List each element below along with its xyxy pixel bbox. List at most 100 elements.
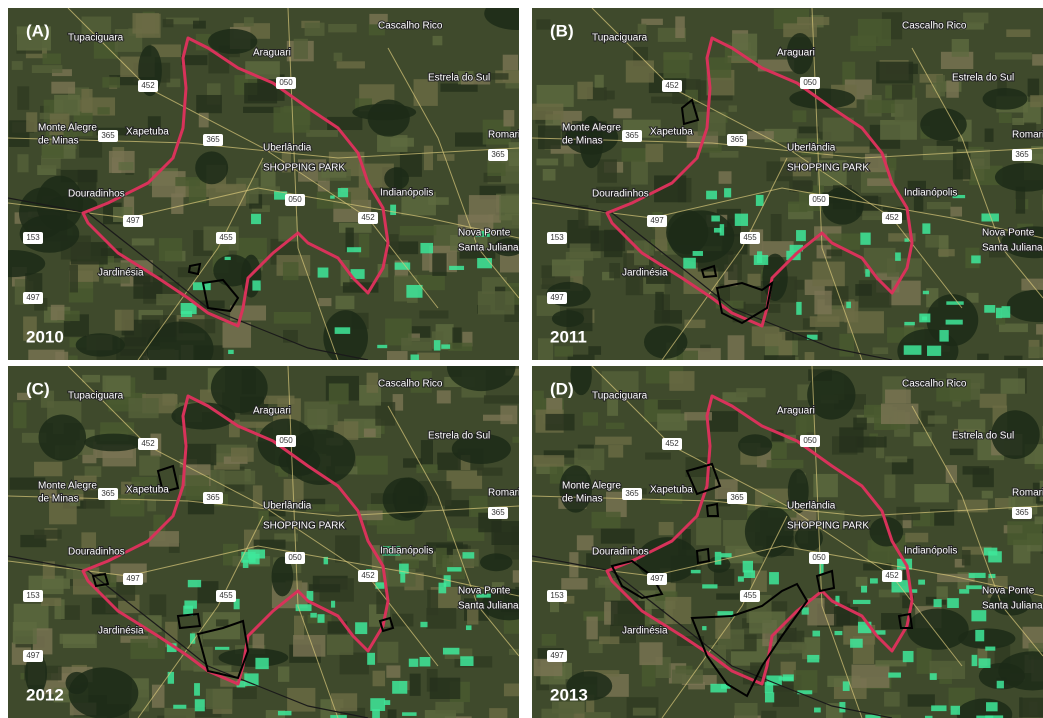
field	[659, 522, 674, 535]
field	[938, 249, 955, 256]
road-number: 365	[491, 150, 505, 159]
field	[206, 689, 232, 709]
field	[478, 291, 515, 314]
field	[400, 226, 437, 235]
field	[130, 639, 164, 659]
place-name: de Minas	[562, 136, 603, 147]
vegetation-patch	[895, 252, 901, 260]
vegetation-patch	[384, 700, 390, 705]
place-name: Indianópolis	[380, 546, 433, 557]
vegetation-patch	[402, 712, 417, 716]
vegetation-patch	[244, 673, 258, 686]
field	[950, 449, 974, 455]
place-name: Xapetuba	[650, 127, 693, 138]
vegetation-patch	[1002, 306, 1011, 318]
field	[645, 452, 671, 459]
vegetation-patch	[971, 255, 980, 263]
field	[503, 110, 514, 126]
field	[1007, 521, 1042, 545]
field	[905, 533, 928, 543]
vegetation-patch	[984, 548, 998, 556]
place-name: Estrela do Sul	[952, 73, 1014, 84]
place-name: Santa Juliana	[982, 601, 1043, 612]
field	[216, 619, 228, 626]
vegetation-patch	[927, 346, 941, 356]
field	[606, 423, 624, 429]
field	[1032, 54, 1043, 65]
forest	[789, 88, 855, 109]
field	[1019, 697, 1043, 717]
field	[735, 703, 758, 718]
vegetation-patch	[419, 657, 430, 666]
field	[1036, 324, 1043, 334]
vegetation-patch	[462, 552, 474, 558]
road-number: 365	[730, 135, 744, 144]
vegetation-patch	[330, 195, 335, 198]
vegetation-patch	[181, 311, 192, 317]
field	[196, 95, 222, 113]
field	[814, 291, 831, 315]
field	[69, 356, 78, 360]
field	[253, 485, 262, 507]
field	[536, 159, 558, 166]
panel-label: (A)	[26, 21, 50, 40]
field	[294, 39, 308, 59]
field	[858, 19, 891, 46]
forest	[368, 100, 410, 137]
vegetation-patch	[870, 578, 878, 583]
vegetation-patch	[939, 330, 948, 342]
vegetation-patch	[853, 600, 870, 604]
field	[424, 146, 433, 170]
field	[70, 265, 78, 293]
field	[928, 415, 947, 423]
field	[13, 402, 26, 428]
vegetation-patch	[193, 282, 211, 290]
field	[748, 274, 761, 286]
field	[952, 39, 969, 57]
road-number: 455	[219, 233, 233, 242]
field	[386, 665, 400, 677]
place-name: Romaria	[488, 488, 519, 499]
field	[799, 127, 819, 134]
field	[440, 83, 477, 91]
vegetation-patch	[173, 705, 186, 709]
field	[613, 109, 631, 119]
field	[542, 634, 557, 646]
figure: 452050365365497455452050365153497Tupacig…	[0, 0, 1043, 718]
field	[555, 346, 574, 356]
field	[304, 401, 337, 425]
road-number: 153	[550, 233, 564, 242]
forest	[69, 667, 139, 718]
vegetation-patch	[744, 570, 755, 578]
field	[34, 530, 62, 539]
map-panel: 452050365365497455452050365153497Tupacig…	[8, 366, 519, 718]
vegetation-patch	[278, 711, 292, 715]
field	[622, 148, 646, 161]
field	[159, 238, 182, 261]
field	[193, 21, 206, 29]
vegetation-patch	[984, 305, 995, 313]
field	[586, 617, 597, 640]
field	[950, 207, 962, 217]
field	[847, 311, 884, 333]
field	[455, 132, 486, 146]
field	[253, 634, 265, 650]
field	[626, 60, 654, 82]
field	[1035, 516, 1043, 524]
vegetation-patch	[347, 247, 361, 252]
field	[599, 636, 619, 644]
forest	[208, 29, 257, 54]
vegetation-patch	[409, 659, 419, 667]
vegetation-patch	[947, 598, 959, 608]
road-number: 497	[550, 293, 564, 302]
road-number: 050	[803, 436, 817, 445]
field	[489, 708, 507, 718]
field	[156, 294, 180, 305]
field	[552, 259, 584, 276]
place-name: Monte Alegre	[562, 123, 621, 134]
vegetation-patch	[979, 658, 991, 668]
field	[254, 540, 286, 549]
field	[796, 416, 807, 435]
field	[51, 82, 75, 94]
field	[433, 36, 443, 45]
